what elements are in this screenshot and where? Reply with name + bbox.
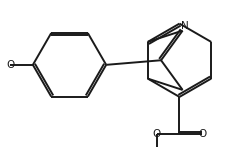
Text: N: N [181, 21, 188, 31]
Text: O: O [6, 60, 14, 70]
Text: O: O [198, 129, 206, 139]
Text: O: O [153, 129, 161, 139]
